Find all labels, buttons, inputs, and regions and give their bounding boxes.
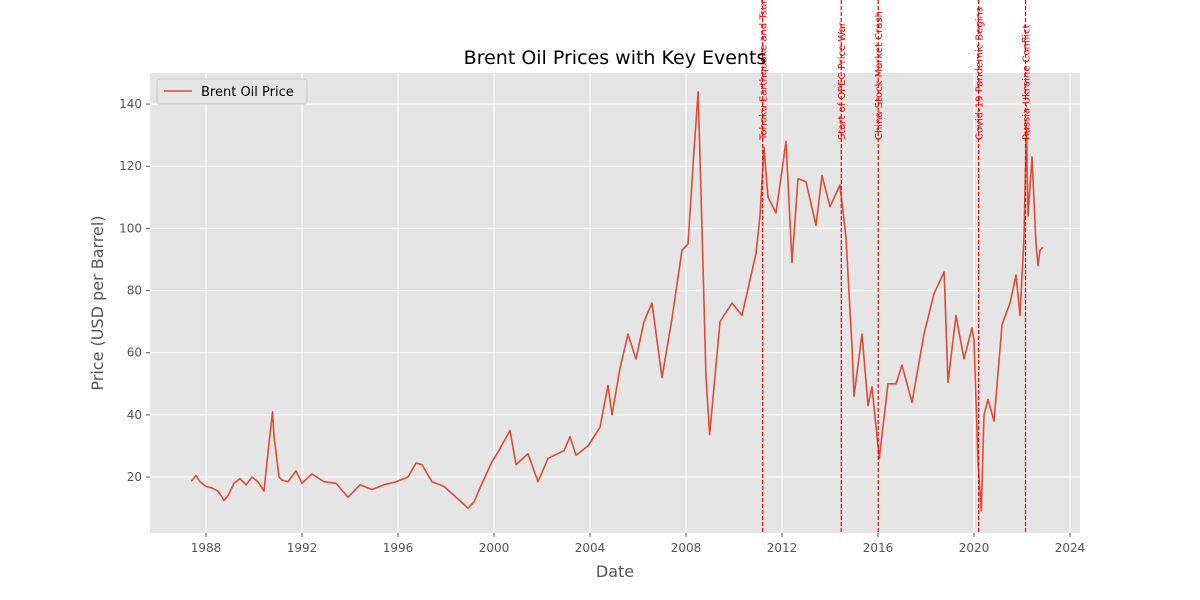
series-layer: [190, 91, 1044, 512]
plot-background: [150, 73, 1080, 533]
x-tick-label: 2020: [959, 541, 990, 555]
x-axis-label: Date: [596, 562, 634, 581]
x-tick-label: 1988: [191, 541, 222, 555]
x-tick-label: 2024: [1055, 541, 1086, 555]
x-axis: 1988 1992 1996 2000 2004 2008 2012 2016 2020 2024: [191, 533, 1086, 555]
events-layer: Tohoku Earthquake and Tsunami Start of OP…: [759, 0, 1033, 533]
y-tick-label: 60: [127, 346, 142, 360]
series-line: [190, 91, 1044, 512]
legend-box: [156, 78, 308, 105]
x-tick-label: 2016: [863, 541, 894, 555]
y-tick-label: 80: [127, 284, 142, 298]
y-tick-label: 140: [119, 97, 142, 111]
legend-label: Brent Oil Price: [201, 85, 294, 100]
event-label: Russia-Ukraine Conflict: [1022, 24, 1033, 140]
y-tick-label: 40: [127, 408, 142, 422]
x-tick-label: 2004: [575, 541, 606, 555]
event-label: Start of OPEC Price War: [837, 21, 848, 140]
x-tick-label: 2012: [767, 541, 798, 555]
y-tick-label: 20: [127, 470, 142, 484]
event-label: China Stock Market Crash: [874, 11, 885, 140]
x-tick-label: 1992: [287, 541, 318, 555]
x-tick-label: 1996: [383, 541, 414, 555]
x-tick-label: 2000: [479, 541, 510, 555]
event-label: Covid-19 Pandemic Begins: [975, 7, 986, 140]
y-axis-label: Price (USD per Barrel): [88, 215, 107, 390]
y-tick-label: 100: [119, 221, 142, 235]
x-tick-label: 2008: [671, 541, 702, 555]
y-tick-label: 120: [119, 159, 142, 173]
legend: Brent Oil Price: [156, 78, 308, 105]
grid: [150, 73, 1080, 533]
y-axis: 20 40 60 80 100 120 140: [119, 97, 150, 484]
chart-title: Brent Oil Prices with Key Events: [464, 47, 767, 69]
event-label: Tohoku Earthquake and Tsunami: [759, 0, 770, 141]
